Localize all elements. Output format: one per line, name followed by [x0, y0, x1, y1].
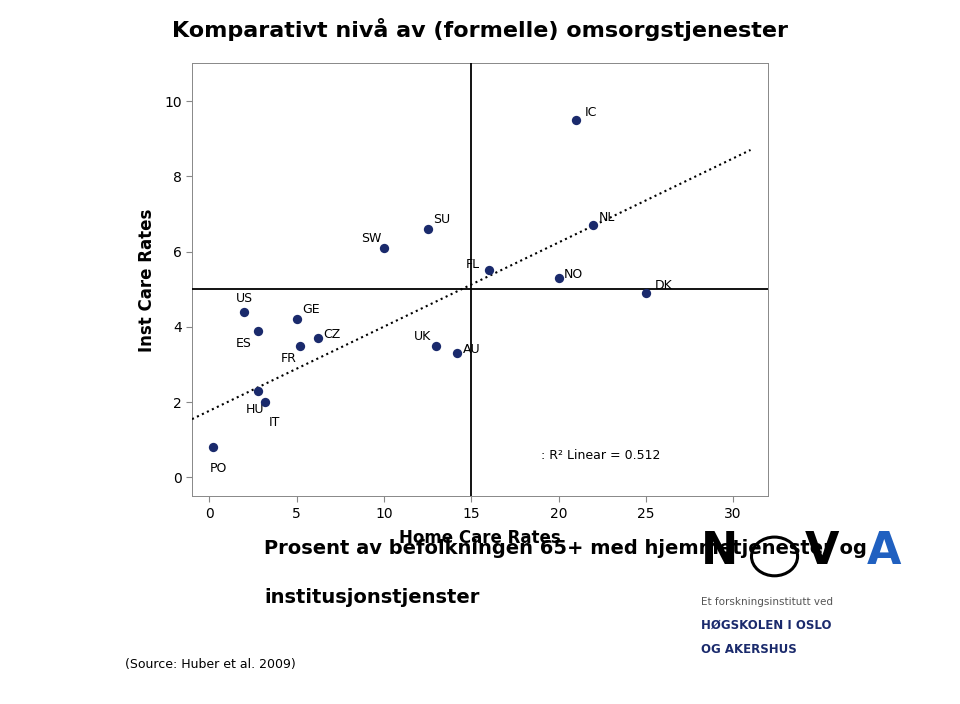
Point — [251, 325, 266, 337]
Point — [638, 287, 654, 298]
Text: AU: AU — [463, 343, 480, 356]
X-axis label: Home Care Rates: Home Care Rates — [399, 529, 561, 547]
Point — [449, 348, 465, 359]
Text: (Source: Huber et al. 2009): (Source: Huber et al. 2009) — [125, 658, 296, 671]
Point — [481, 265, 496, 276]
Text: IC: IC — [585, 106, 597, 119]
Text: HØGSKOLEN I OSLO: HØGSKOLEN I OSLO — [701, 618, 831, 631]
Text: FR: FR — [281, 353, 297, 365]
Text: OG AKERSHUS: OG AKERSHUS — [701, 643, 797, 656]
Text: Prosent av befolkningen 65+ med hjemmetjenester og: Prosent av befolkningen 65+ med hjemmetj… — [264, 539, 867, 558]
Text: N: N — [701, 530, 738, 573]
Text: : R² Linear = 0.512: : R² Linear = 0.512 — [541, 449, 660, 463]
Text: SW: SW — [361, 232, 382, 245]
Point — [376, 242, 392, 253]
Text: PO: PO — [209, 462, 227, 474]
Text: GE: GE — [302, 303, 320, 317]
Text: IT: IT — [269, 416, 280, 429]
Point — [257, 396, 273, 408]
Text: CZ: CZ — [323, 328, 340, 341]
Point — [251, 385, 266, 396]
Text: NL: NL — [599, 211, 615, 224]
Text: V: V — [804, 530, 839, 573]
Point — [420, 223, 435, 234]
Text: A: A — [867, 530, 901, 573]
Point — [293, 340, 308, 351]
Point — [551, 272, 566, 284]
Text: UK: UK — [414, 329, 431, 343]
Point — [586, 220, 601, 231]
Point — [429, 340, 444, 351]
Point — [205, 441, 221, 453]
Text: DK: DK — [655, 279, 672, 292]
Text: Et forskningsinstitutt ved: Et forskningsinstitutt ved — [701, 597, 832, 607]
Text: SU: SU — [433, 213, 450, 226]
Text: US: US — [235, 292, 252, 305]
Text: Komparativt nivå av (formelle) omsorgstjenester: Komparativt nivå av (formelle) omsorgstj… — [172, 18, 788, 41]
Y-axis label: Inst Care Rates: Inst Care Rates — [137, 208, 156, 351]
Text: institusjonstjenster: institusjonstjenster — [264, 588, 479, 607]
Text: HU: HU — [246, 403, 265, 416]
Point — [237, 306, 252, 318]
Point — [568, 114, 584, 125]
Text: FL: FL — [466, 258, 480, 271]
Point — [310, 332, 325, 344]
Text: ES: ES — [235, 337, 252, 351]
Point — [289, 314, 304, 325]
Text: NO: NO — [564, 268, 583, 281]
